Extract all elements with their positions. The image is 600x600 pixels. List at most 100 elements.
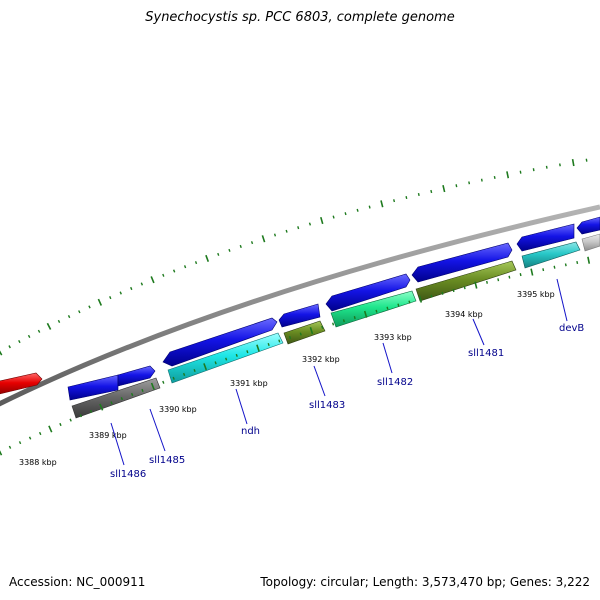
minor-tick [497, 278, 500, 282]
minor-tick [344, 212, 347, 216]
minor-tick [193, 368, 196, 373]
gene-arrow-edge-upper [576, 216, 600, 235]
minor-tick [8, 445, 12, 449]
kbp-scale-labels: 3388 kbp 3389 kbp 3390 kbp 3391 kbp 3392… [19, 290, 555, 467]
minor-tick [308, 222, 312, 226]
kbp-label: 3392 kbp [302, 355, 340, 364]
gene-arrow-sll1486-upper [67, 374, 119, 401]
minor-tick [353, 316, 356, 320]
minor-tick [109, 296, 112, 300]
kbp-label: 3394 kbp [445, 310, 483, 319]
minor-tick [246, 350, 249, 354]
minor-tick [417, 192, 420, 197]
major-tick [571, 158, 575, 167]
minor-tick [576, 260, 579, 265]
minor-tick [183, 265, 187, 269]
minor-tick [57, 319, 61, 324]
gene-label-ndh: ndh [241, 426, 260, 437]
major-tick [380, 200, 384, 208]
minor-tick [486, 280, 488, 284]
major-tick [150, 276, 155, 284]
minor-tick [235, 353, 238, 357]
minor-tick [519, 273, 522, 277]
upper-gene-row [67, 216, 600, 401]
minor-tick [18, 441, 22, 445]
minor-tick [430, 294, 433, 298]
major-tick [261, 235, 266, 243]
minor-tick [162, 380, 165, 384]
gene-label-sll1481: sll1481 [468, 348, 504, 359]
accession-text: Accession: NC_000911 [9, 575, 146, 589]
kbp-label: 3395 kbp [517, 290, 555, 299]
red-gene-arrow [0, 372, 43, 395]
gene-arrow-sll1485-upper [117, 365, 156, 387]
gene-arrow-sll1482-upper [325, 273, 411, 312]
minor-tick [250, 241, 254, 245]
minor-tick [89, 409, 93, 413]
major-tick [46, 322, 52, 330]
genome-stats-text: Topology: circular; Length: 3,573,470 bp… [260, 575, 590, 589]
minor-tick [332, 215, 335, 219]
minor-tick [140, 282, 144, 286]
minor-tick [79, 414, 83, 418]
major-tick [474, 281, 478, 289]
genome-backbone [0, 204, 600, 407]
gene-name-labels: sll1486 sll1485 ndh sll1483 sll1482 sll1… [110, 323, 584, 480]
minor-tick [321, 325, 324, 329]
gene-label-devB: devB [559, 323, 584, 334]
minor-tick [285, 229, 288, 233]
minor-tick [332, 322, 335, 326]
minor-tick [119, 291, 122, 295]
major-tick [99, 403, 104, 411]
minor-tick [408, 300, 411, 304]
gene-bar-sll1483 [283, 320, 326, 345]
minor-tick [78, 310, 81, 314]
minor-tick [28, 436, 32, 440]
minor-tick [225, 357, 228, 361]
minor-tick [130, 286, 133, 291]
minor-tick [278, 339, 281, 343]
minor-tick [267, 342, 270, 347]
minor-tick [130, 392, 134, 397]
minor-tick [8, 345, 11, 349]
minor-tick [288, 335, 292, 340]
outer-tick-track [0, 158, 588, 356]
minor-tick [273, 233, 277, 237]
major-tick [48, 425, 53, 433]
minor-tick [441, 291, 444, 295]
inner-tick-track [0, 256, 591, 456]
minor-tick [299, 332, 302, 336]
minor-tick [214, 361, 217, 365]
gene-label-sll1486: sll1486 [110, 469, 146, 480]
minor-tick [545, 165, 548, 169]
minor-tick [297, 226, 300, 230]
major-tick [205, 254, 210, 262]
minor-tick [508, 275, 511, 279]
minor-tick [172, 376, 175, 380]
minor-tick [368, 205, 371, 209]
minor-tick [386, 306, 389, 310]
major-tick [203, 363, 208, 371]
major-tick [320, 216, 324, 225]
gene-bar-sll1486 [71, 377, 161, 419]
minor-tick [141, 388, 144, 392]
minor-tick [393, 199, 396, 203]
lower-gene-row [71, 233, 600, 419]
kbp-label: 3389 kbp [89, 431, 127, 440]
major-tick [418, 295, 423, 303]
gene-bar-edge [581, 233, 600, 252]
minor-tick [38, 431, 42, 436]
minor-tick [397, 303, 400, 307]
minor-tick [217, 252, 220, 256]
minor-tick [342, 319, 345, 323]
major-tick [442, 185, 446, 193]
gene-bar-sll1481 [415, 260, 517, 302]
minor-tick [110, 401, 113, 405]
major-tick [0, 350, 3, 356]
minor-tick [553, 265, 556, 269]
minor-tick [452, 289, 455, 293]
minor-tick [37, 329, 41, 333]
gene-arrow-sll1481-upper [411, 242, 513, 283]
major-tick [0, 450, 3, 456]
